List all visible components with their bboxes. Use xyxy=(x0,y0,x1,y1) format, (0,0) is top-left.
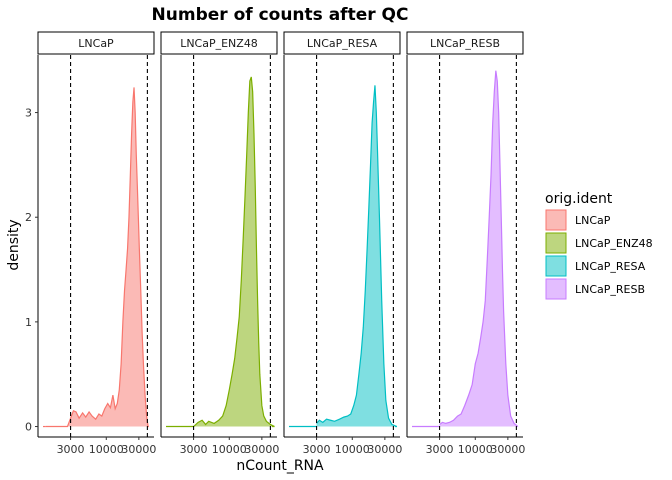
x-tick-label: 10000 xyxy=(458,443,493,456)
x-tick-label: 3000 xyxy=(303,443,331,456)
y-axis-title: density xyxy=(6,219,22,270)
legend-swatch-lncap-resa xyxy=(545,255,567,277)
density-line-lncap-enz48 xyxy=(193,76,275,428)
y-tick-label: 2 xyxy=(25,211,32,224)
x-tick-label: 10000 xyxy=(212,443,247,456)
strip-lncap-resb xyxy=(406,31,524,55)
legend-title: orig.ident xyxy=(545,191,613,207)
strip-lncap-resa xyxy=(283,31,401,55)
strip-label-lncap-enz48: LNCaP_ENZ48 xyxy=(180,37,258,50)
x-axis-title: nCount_RNA xyxy=(236,458,324,474)
density-area-lncap-enz48 xyxy=(193,76,275,427)
legend-swatch-lncap xyxy=(545,209,567,231)
density-line-lncap-resa xyxy=(316,85,398,428)
legend-label-lncap-enz48: LNCaP_ENZ48 xyxy=(575,237,653,250)
strip-lncap-enz48 xyxy=(160,31,278,55)
legend-item-lncap-resb: LNCaP_RESB xyxy=(545,278,645,300)
legend-item-lncap-resa: LNCaP_RESA xyxy=(545,255,646,277)
x-tick-label: 30000 xyxy=(367,443,402,456)
x-tick-label: 30000 xyxy=(490,443,525,456)
density-line-lncap xyxy=(45,87,149,428)
legend-swatch-lncap-enz48 xyxy=(545,232,567,254)
legend-label-lncap-resb: LNCaP_RESB xyxy=(575,283,645,296)
legend-label-lncap-resa: LNCaP_RESA xyxy=(575,260,646,273)
density-area-lncap-resb xyxy=(439,70,518,427)
legend-item-lncap-enz48: LNCaP_ENZ48 xyxy=(545,232,653,254)
density-area-lncap-resa xyxy=(316,85,397,427)
x-tick-label: 10000 xyxy=(335,443,370,456)
y-tick-label: 0 xyxy=(25,421,32,434)
legend: orig.ident LNCaP LNCaP_ENZ48 LNCaP_RESA LNC… xyxy=(545,191,653,300)
legend-label-lncap: LNCaP xyxy=(575,214,611,227)
strip-label-lncap-resb: LNCaP_RESB xyxy=(430,37,500,50)
legend-swatch-lncap-resb xyxy=(545,278,567,300)
x-tick-label: 3000 xyxy=(426,443,454,456)
y-tick-label: 1 xyxy=(25,316,32,329)
y-tick-label: 3 xyxy=(25,107,32,120)
chart-title: Number of counts after QC xyxy=(152,5,409,25)
legend-item-lncap: LNCaP xyxy=(545,209,611,231)
x-tick-label: 3000 xyxy=(180,443,208,456)
x-tick-label: 30000 xyxy=(244,443,279,456)
density-area-lncap xyxy=(45,87,149,427)
strip-lncap xyxy=(37,31,155,55)
strip-label-lncap-resa: LNCaP_RESA xyxy=(307,37,378,50)
density-line-lncap-resb xyxy=(439,70,519,427)
x-tick-label: 30000 xyxy=(121,443,156,456)
x-tick-label: 3000 xyxy=(57,443,85,456)
strip-label-lncap: LNCaP xyxy=(78,37,114,50)
x-tick-label: 10000 xyxy=(89,443,124,456)
